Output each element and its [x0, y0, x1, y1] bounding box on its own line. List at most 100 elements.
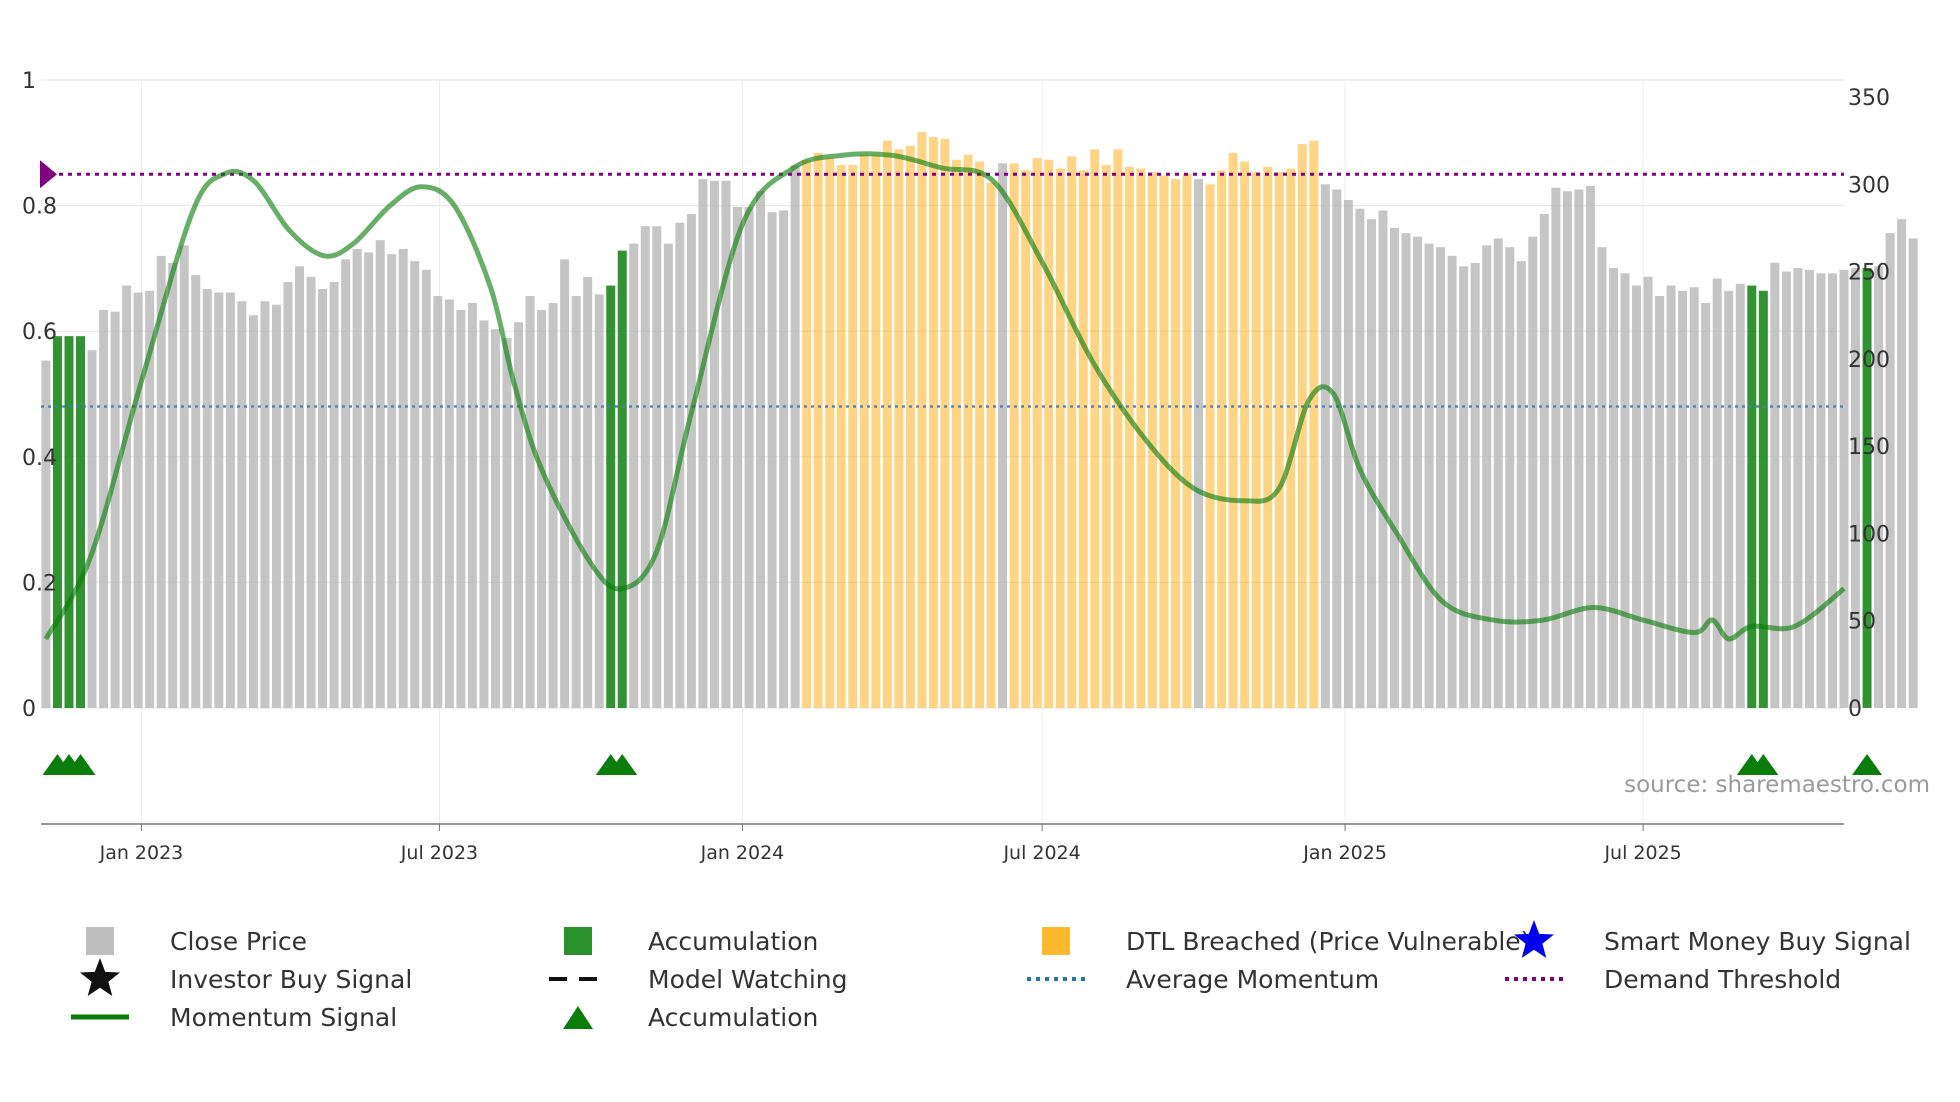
- dtl-breached-bar: [859, 154, 869, 708]
- legend-item: Demand Threshold: [1505, 965, 1841, 994]
- left-tick-label: 0.6: [22, 320, 57, 345]
- close-price-bar: [122, 285, 132, 708]
- close-price-bar: [1528, 236, 1538, 708]
- close-price-bar: [779, 210, 789, 708]
- close-price-bar: [998, 163, 1008, 708]
- dtl-breached-bar: [1136, 168, 1146, 708]
- dtl-breached-bar: [963, 154, 973, 708]
- accumulation-bar: [76, 336, 86, 708]
- close-price-bar: [1343, 199, 1353, 709]
- dtl-breached-bar: [1147, 172, 1157, 708]
- close-price-bar: [1470, 262, 1480, 708]
- legend-label: Accumulation: [648, 1003, 818, 1032]
- x-tick-label: Jul 2025: [1603, 842, 1681, 864]
- close-price-bar: [583, 276, 593, 708]
- momentum-signal-line: [43, 151, 1846, 642]
- close-price-bar: [1724, 290, 1734, 708]
- close-price-bar: [214, 292, 224, 708]
- legend-label: Average Momentum: [1126, 965, 1379, 994]
- close-price-bar: [306, 276, 316, 708]
- dtl-breached-bar: [1044, 159, 1054, 709]
- close-price-bar: [467, 302, 477, 708]
- close-price-bar: [329, 282, 339, 708]
- dtl-breached-bar: [1101, 165, 1111, 708]
- close-price-bar: [1459, 266, 1469, 708]
- close-price-bar: [698, 179, 708, 708]
- close-price-bar: [1194, 179, 1204, 708]
- close-price-bar: [1608, 268, 1618, 708]
- close-price-bar: [790, 165, 800, 708]
- close-price-bar: [1689, 287, 1699, 708]
- dtl-breached-bar: [986, 182, 996, 709]
- close-price-bar: [490, 329, 500, 708]
- dtl-breached-bar: [1182, 173, 1192, 709]
- dtl-breached-bar: [1055, 168, 1065, 708]
- triangle-icon: [563, 1006, 593, 1029]
- close-price-bar: [364, 252, 374, 708]
- close-price-bar: [1804, 269, 1814, 708]
- close-price-bar: [1620, 273, 1630, 708]
- reference-lines: [40, 160, 1844, 408]
- dtl-breached-bar: [917, 131, 927, 708]
- dtl-breached-bar: [1032, 158, 1042, 709]
- legend-item: Average Momentum: [1027, 965, 1379, 994]
- dtl-breached-bar: [871, 154, 881, 708]
- close-price-bar: [341, 259, 351, 708]
- dtl-breached-bar: [894, 149, 904, 708]
- dtl-breached-bar: [1240, 161, 1250, 708]
- legend-item: DTL Breached (Price Vulnerable): [1042, 927, 1530, 956]
- close-price-bar: [444, 299, 454, 708]
- close-price-bar: [1320, 184, 1330, 709]
- right-tick-label: 150: [1848, 435, 1890, 460]
- dtl-breached-bar: [1090, 149, 1100, 708]
- close-price-bar: [145, 290, 155, 708]
- close-price-bar: [663, 243, 673, 708]
- x-tick-label: Jul 2023: [400, 842, 478, 864]
- dtl-breached-bar: [1205, 184, 1215, 709]
- close-price-bar: [560, 259, 570, 708]
- star-icon: [1514, 920, 1554, 958]
- legend-swatch: [86, 927, 114, 955]
- dtl-breached-bar: [882, 140, 892, 709]
- close-price-bar: [1447, 255, 1457, 709]
- close-price-bar: [1666, 285, 1676, 708]
- legend-label: DTL Breached (Price Vulnerable): [1126, 927, 1530, 956]
- close-price-bar: [433, 296, 443, 708]
- left-tick-label: 1: [22, 69, 36, 94]
- right-tick-label: 100: [1848, 522, 1890, 547]
- close-price-bar: [1874, 266, 1884, 708]
- demand-threshold-marker: [40, 160, 57, 189]
- dtl-breached-bar: [952, 159, 961, 709]
- dtl-breached-bar: [1021, 170, 1031, 708]
- dtl-breached-bar: [1067, 156, 1077, 709]
- close-price-bar: [1413, 236, 1423, 708]
- close-price-bar: [594, 294, 604, 708]
- right-tick-label: 300: [1848, 173, 1890, 198]
- accumulation-bar: [64, 336, 74, 708]
- legend-swatch: [564, 927, 592, 955]
- right-tick-label: 50: [1848, 610, 1876, 635]
- close-price-bar: [1655, 296, 1665, 708]
- dtl-breached-bar: [1124, 166, 1134, 709]
- right-tick-label: 350: [1848, 86, 1890, 111]
- close-price-bar: [1505, 247, 1515, 709]
- close-price-bar: [410, 261, 420, 708]
- dtl-breached-bar: [1159, 175, 1169, 709]
- close-price-bar: [1355, 208, 1365, 708]
- close-price-bar: [283, 282, 293, 708]
- legend-item: Accumulation: [564, 927, 818, 956]
- close-price-bar: [1770, 262, 1780, 708]
- dtl-breached-bar: [802, 159, 812, 709]
- legend-label: Model Watching: [648, 965, 848, 994]
- close-price-bar: [1851, 268, 1861, 708]
- dtl-breached-bar: [1170, 179, 1180, 708]
- close-price-bar: [1482, 245, 1492, 708]
- left-tick-label: 0.2: [22, 571, 57, 596]
- close-price-bar: [191, 275, 201, 708]
- close-price-bar: [756, 191, 766, 709]
- close-price-bar: [1701, 302, 1711, 708]
- dtl-breached-bar: [1078, 170, 1088, 708]
- close-price-bar: [537, 309, 547, 708]
- close-price-bar: [387, 254, 397, 708]
- x-tick-label: Jan 2025: [1302, 842, 1387, 864]
